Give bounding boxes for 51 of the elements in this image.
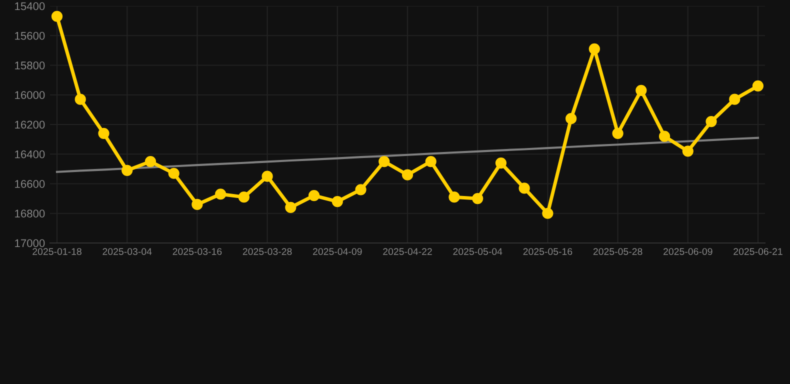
point bbox=[518, 182, 530, 194]
point bbox=[215, 188, 226, 200]
point bbox=[262, 170, 273, 182]
y-tick-label: 15600 bbox=[15, 32, 45, 40]
point bbox=[122, 164, 133, 176]
point bbox=[706, 116, 717, 128]
point bbox=[168, 168, 180, 179]
point bbox=[332, 196, 343, 208]
y-tick-label: 17000 bbox=[15, 239, 45, 248]
x-tick-label: 2025-03-16 bbox=[172, 248, 222, 255]
point bbox=[752, 80, 764, 92]
y-tick-label: 16600 bbox=[15, 180, 45, 188]
x-tick-label: 2025-05-28 bbox=[593, 248, 642, 255]
x-tick-label: 2025-03-28 bbox=[242, 248, 292, 255]
point bbox=[74, 94, 86, 105]
point bbox=[566, 113, 577, 124]
point bbox=[495, 157, 507, 169]
point bbox=[612, 128, 624, 139]
point bbox=[192, 198, 203, 210]
point bbox=[402, 169, 414, 180]
point bbox=[98, 128, 110, 139]
x-tick-label: 2025-03-04 bbox=[102, 248, 152, 255]
point bbox=[238, 192, 250, 203]
x-tick-label: 2025-06-21 bbox=[734, 248, 782, 255]
point bbox=[448, 192, 460, 203]
x-tick-label: 2025-05-16 bbox=[523, 248, 572, 255]
point bbox=[378, 156, 390, 168]
point bbox=[51, 10, 63, 22]
y-tick-label: 16400 bbox=[15, 150, 45, 158]
x-tick-label: 2025-01-18 bbox=[32, 248, 82, 255]
x-tick-label: 2025-06-09 bbox=[664, 248, 712, 255]
y-tick-label: 15400 bbox=[15, 2, 45, 10]
x-tick-label: 2025-04-09 bbox=[313, 248, 362, 255]
point bbox=[588, 43, 600, 55]
point bbox=[425, 156, 436, 168]
point bbox=[636, 84, 647, 96]
y-tick-label: 16000 bbox=[15, 91, 45, 100]
x-tick-label: 2025-05-04 bbox=[453, 248, 502, 255]
y-tick-label: 15800 bbox=[15, 62, 45, 70]
point bbox=[682, 146, 694, 157]
point bbox=[658, 130, 670, 142]
point bbox=[285, 202, 296, 214]
point bbox=[472, 193, 484, 204]
point bbox=[542, 208, 554, 219]
point bbox=[144, 156, 156, 168]
point bbox=[729, 94, 740, 105]
y-tick-label: 16800 bbox=[15, 210, 45, 218]
y-tick-label: 16200 bbox=[15, 120, 45, 129]
point bbox=[308, 190, 320, 202]
x-tick-label: 2025-04-22 bbox=[383, 248, 432, 255]
point bbox=[355, 184, 366, 196]
